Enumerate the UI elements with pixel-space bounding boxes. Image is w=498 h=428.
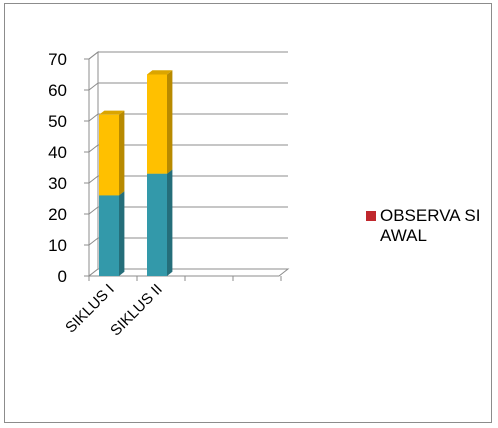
bar-siklus-i-segment-1 (99, 191, 125, 276)
gridlines (88, 51, 288, 246)
bar-front (99, 114, 119, 196)
chart-walls (87, 50, 290, 278)
bar-top (99, 110, 125, 115)
gridline-depth (88, 82, 99, 91)
bar-side (119, 110, 125, 196)
gridline-depth (88, 113, 99, 122)
y-tick-label: 40 (48, 143, 67, 162)
legend-swatch (366, 211, 376, 221)
gridline-depth (88, 51, 99, 60)
legend-label: OBSERVA SI AWAL (380, 206, 481, 245)
y-tick-labels: 0 10 20 30 40 50 60 70 (48, 50, 67, 286)
bar-siklus-ii-segment-1 (147, 169, 173, 276)
gridline-depth (88, 175, 99, 184)
bar-top (147, 70, 173, 75)
bar-siklus-ii-segment-2 (147, 70, 173, 174)
bar-front (99, 195, 119, 276)
gridline-depth (88, 206, 99, 215)
y-tick-label: 70 (48, 50, 67, 69)
y-tick-label: 20 (48, 205, 67, 224)
gridline-depth (88, 237, 99, 246)
gridline-depth (88, 144, 99, 153)
y-tick-label: 60 (48, 81, 67, 100)
y-tick-label: 0 (58, 267, 67, 286)
y-tick-label: 30 (48, 174, 67, 193)
bar-front (147, 74, 167, 174)
y-tick-label: 50 (48, 112, 67, 131)
y-tick-label: 10 (48, 236, 67, 255)
bar-side (167, 70, 173, 174)
bars (99, 70, 173, 276)
bar-side (119, 191, 125, 276)
bar-side (167, 169, 173, 276)
x-category-label: SIKLUS II (107, 281, 166, 340)
bar-front (147, 173, 167, 276)
side-wall (88, 50, 99, 278)
chart-frame (4, 3, 492, 423)
bar-siklus-i-segment-2 (99, 110, 125, 196)
axes (84, 58, 282, 281)
